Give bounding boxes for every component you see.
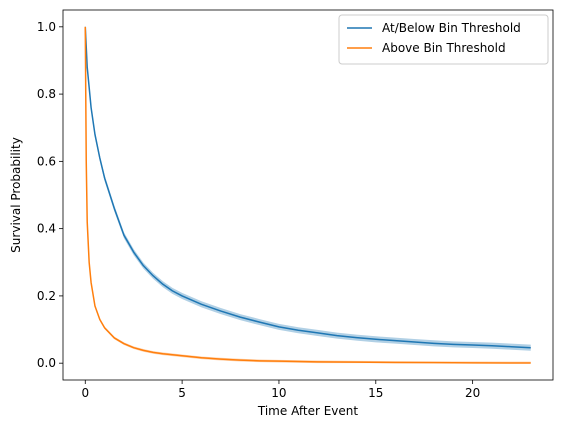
x-axis-ticks: 0 5 10 15 20: [81, 380, 480, 400]
y-tick-label: 1.0: [37, 20, 56, 34]
legend: At/Below Bin Threshold Above Bin Threshol…: [338, 14, 549, 65]
y-axis-label: Survival Probability: [9, 137, 23, 253]
legend-box: [338, 14, 549, 65]
x-tick-label: 10: [271, 386, 286, 400]
x-tick-label: 20: [465, 386, 480, 400]
y-tick-label: 0.4: [37, 222, 56, 236]
x-tick-label: 5: [178, 386, 186, 400]
y-tick-label: 0.8: [37, 87, 56, 101]
y-tick-label: 0.2: [37, 289, 56, 303]
y-tick-label: 0.6: [37, 154, 56, 168]
x-tick-label: 0: [81, 386, 89, 400]
confidence-band: [85, 26, 531, 351]
x-axis-label: Time After Event: [257, 404, 358, 418]
plot-frame: [62, 9, 554, 381]
series-line: [84, 26, 531, 364]
legend-label: At/Below Bin Threshold: [382, 21, 521, 35]
series-line: [84, 26, 531, 349]
x-tick-label: 15: [368, 386, 383, 400]
confidence-band: [85, 26, 531, 364]
y-tick-label: 0.0: [37, 356, 56, 370]
legend-label: Above Bin Threshold: [382, 41, 506, 55]
confidence-bands: [85, 26, 531, 364]
y-axis-ticks: 0.0 0.2 0.4 0.6 0.8 1.0: [37, 20, 63, 370]
series-lines: [84, 26, 531, 364]
